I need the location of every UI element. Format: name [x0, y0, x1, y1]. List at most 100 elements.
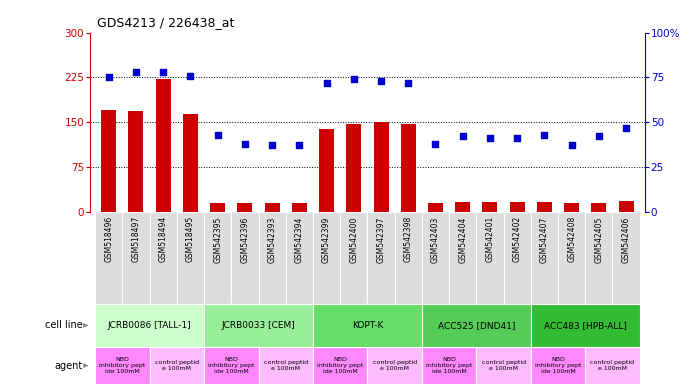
- Text: control peptid
e 100mM: control peptid e 100mM: [155, 360, 199, 371]
- Text: NBD
inhibitory pept
ide 100mM: NBD inhibitory pept ide 100mM: [99, 357, 146, 374]
- Bar: [313, 212, 340, 304]
- Text: ACC525 [DND41]: ACC525 [DND41]: [437, 321, 515, 330]
- Bar: [286, 212, 313, 304]
- Text: GSM542398: GSM542398: [404, 216, 413, 263]
- Bar: [428, 203, 443, 212]
- Point: [130, 69, 141, 75]
- Bar: [531, 347, 585, 384]
- Bar: [95, 212, 122, 304]
- Bar: [373, 122, 388, 212]
- Bar: [558, 212, 585, 304]
- Text: control peptid
e 100mM: control peptid e 100mM: [264, 360, 308, 371]
- Point: [321, 80, 332, 86]
- Bar: [422, 212, 449, 304]
- Bar: [401, 124, 416, 212]
- Bar: [122, 212, 150, 304]
- Text: GSM542393: GSM542393: [268, 216, 277, 263]
- Point: [430, 141, 441, 147]
- Text: GSM542402: GSM542402: [513, 216, 522, 263]
- Text: GSM542406: GSM542406: [622, 216, 631, 263]
- Bar: [237, 203, 253, 212]
- Text: control peptid
e 100mM: control peptid e 100mM: [373, 360, 417, 371]
- Bar: [613, 212, 640, 304]
- Bar: [313, 304, 422, 347]
- Point: [239, 141, 250, 147]
- Text: GSM542399: GSM542399: [322, 216, 331, 263]
- Text: GSM542404: GSM542404: [458, 216, 467, 263]
- Bar: [156, 79, 170, 212]
- Text: JCRB0086 [TALL-1]: JCRB0086 [TALL-1]: [108, 321, 192, 330]
- Bar: [231, 212, 259, 304]
- Bar: [259, 212, 286, 304]
- Text: NBD
inhibitory pept
ide 100mM: NBD inhibitory pept ide 100mM: [535, 357, 581, 374]
- Bar: [476, 347, 531, 384]
- Bar: [476, 212, 504, 304]
- Point: [566, 142, 577, 149]
- Text: cell line: cell line: [45, 320, 83, 331]
- Point: [375, 78, 386, 84]
- Bar: [395, 212, 422, 304]
- Text: GSM542394: GSM542394: [295, 216, 304, 263]
- Bar: [313, 347, 368, 384]
- Bar: [422, 347, 476, 384]
- Text: GSM518494: GSM518494: [159, 216, 168, 263]
- Bar: [319, 129, 334, 212]
- Bar: [564, 203, 579, 212]
- Bar: [585, 212, 613, 304]
- Bar: [455, 202, 470, 212]
- Bar: [591, 203, 607, 212]
- Bar: [265, 203, 279, 212]
- Bar: [531, 212, 558, 304]
- Point: [104, 74, 115, 81]
- Bar: [128, 111, 144, 212]
- Point: [620, 124, 631, 131]
- Point: [484, 135, 495, 141]
- Point: [403, 80, 414, 86]
- Bar: [531, 304, 640, 347]
- Text: NBD
inhibitory pept
ide 100mM: NBD inhibitory pept ide 100mM: [317, 357, 364, 374]
- Bar: [95, 304, 204, 347]
- Text: GSM542403: GSM542403: [431, 216, 440, 263]
- Text: KOPT-K: KOPT-K: [352, 321, 383, 330]
- Point: [266, 142, 277, 149]
- Text: GSM542405: GSM542405: [594, 216, 603, 263]
- Text: GSM542397: GSM542397: [377, 216, 386, 263]
- Text: GSM542401: GSM542401: [486, 216, 495, 263]
- Bar: [504, 212, 531, 304]
- Point: [158, 69, 169, 75]
- Bar: [368, 347, 422, 384]
- Bar: [368, 212, 395, 304]
- Text: ACC483 [HPB-ALL]: ACC483 [HPB-ALL]: [544, 321, 627, 330]
- Bar: [204, 347, 259, 384]
- Text: GDS4213 / 226438_at: GDS4213 / 226438_at: [97, 16, 234, 29]
- Bar: [183, 114, 198, 212]
- Text: NBD
inhibitory pept
ide 100mM: NBD inhibitory pept ide 100mM: [426, 357, 472, 374]
- Point: [512, 135, 523, 141]
- Bar: [292, 203, 307, 212]
- Bar: [204, 304, 313, 347]
- Bar: [482, 202, 497, 212]
- Text: GSM518495: GSM518495: [186, 216, 195, 263]
- Bar: [177, 212, 204, 304]
- Point: [539, 132, 550, 138]
- Bar: [422, 304, 531, 347]
- Bar: [210, 203, 225, 212]
- Point: [457, 133, 469, 139]
- Bar: [95, 347, 150, 384]
- Text: GSM542395: GSM542395: [213, 216, 222, 263]
- Bar: [150, 347, 204, 384]
- Bar: [101, 110, 116, 212]
- Bar: [340, 212, 368, 304]
- Text: GSM542400: GSM542400: [349, 216, 358, 263]
- Text: GSM518497: GSM518497: [132, 216, 141, 263]
- Bar: [585, 347, 640, 384]
- Point: [185, 73, 196, 79]
- Text: GSM518496: GSM518496: [104, 216, 113, 263]
- Text: agent: agent: [55, 361, 83, 371]
- Text: GSM542396: GSM542396: [240, 216, 249, 263]
- Point: [348, 76, 359, 82]
- Text: control peptid
e 100mM: control peptid e 100mM: [591, 360, 635, 371]
- Bar: [619, 201, 633, 212]
- Text: GSM542407: GSM542407: [540, 216, 549, 263]
- Bar: [449, 212, 476, 304]
